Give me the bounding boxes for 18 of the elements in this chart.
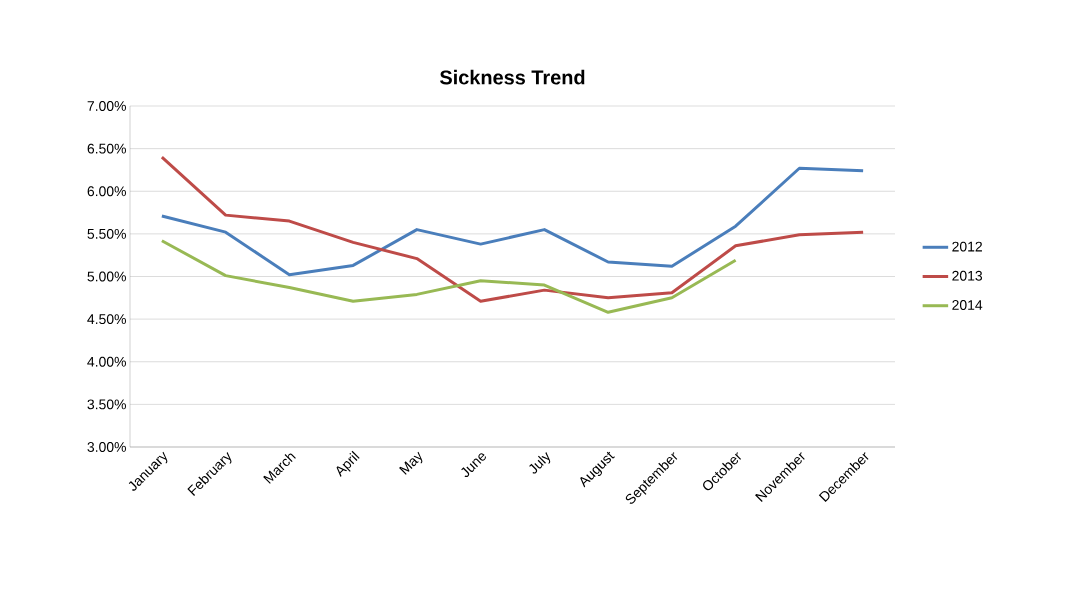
- y-tick-label: 4.00%: [87, 356, 126, 367]
- line-series: [160, 155, 865, 303]
- y-tick-label: 5.50%: [87, 228, 126, 239]
- y-tick-label: 7.00%: [87, 101, 126, 111]
- y-tick-label: 3.50%: [87, 399, 126, 410]
- legend-label: 2014: [952, 300, 983, 310]
- y-tick-label: 4.50%: [87, 314, 126, 325]
- chart-title: Sickness Trend: [439, 69, 585, 85]
- x-tick-label: July: [529, 452, 551, 474]
- line-series: [160, 166, 865, 277]
- line-series: [160, 239, 738, 314]
- y-tick-label: 5.00%: [87, 271, 126, 282]
- y-tick-label: 3.00%: [87, 442, 126, 452]
- x-tick-label: May: [399, 451, 423, 475]
- legend-label: 2012: [952, 241, 982, 252]
- legend-label: 2013: [952, 270, 983, 281]
- y-tick-label: 6.50%: [87, 143, 126, 154]
- y-tick-label: 6.00%: [87, 186, 126, 197]
